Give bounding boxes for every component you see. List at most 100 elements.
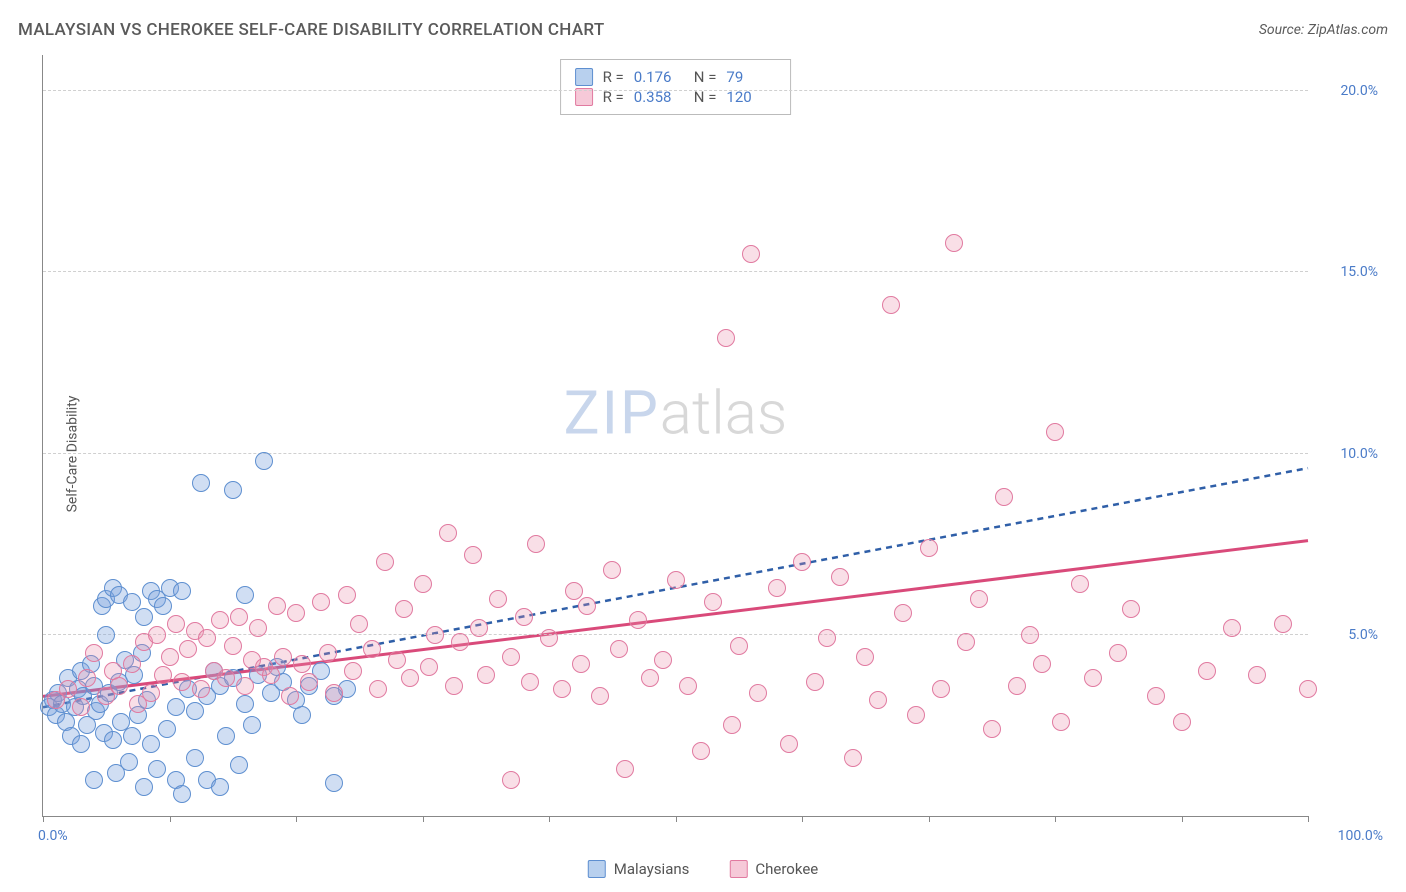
data-point-cherokee <box>1223 619 1241 637</box>
data-point-cherokee <box>629 611 647 629</box>
bottom-legend: Malaysians Cherokee <box>588 860 818 878</box>
data-point-cherokee <box>553 680 571 698</box>
y-tick-label: 15.0% <box>1340 264 1378 280</box>
data-point-cherokee <box>148 626 166 644</box>
gridline <box>43 90 1308 91</box>
data-point-cherokee <box>749 684 767 702</box>
data-point-cherokee <box>502 771 520 789</box>
y-tick-label: 20.0% <box>1340 83 1378 99</box>
data-point-cherokee <box>85 644 103 662</box>
data-point-cherokee <box>451 633 469 651</box>
swatch-icon <box>588 860 606 878</box>
data-point-cherokee <box>59 680 77 698</box>
data-point-cherokee <box>211 611 229 629</box>
data-point-malaysians <box>186 749 204 767</box>
data-point-cherokee <box>179 640 197 658</box>
watermark-zip: ZIP <box>564 377 660 448</box>
data-point-malaysians <box>167 698 185 716</box>
data-point-malaysians <box>72 735 90 753</box>
data-point-cherokee <box>217 669 235 687</box>
data-point-cherokee <box>401 669 419 687</box>
data-point-cherokee <box>818 629 836 647</box>
data-point-cherokee <box>376 553 394 571</box>
data-point-malaysians <box>123 727 141 745</box>
data-point-cherokee <box>173 673 191 691</box>
chart-container: Self-Care Disability ZIPatlas R = 0.176 … <box>42 55 1388 852</box>
data-point-malaysians <box>120 753 138 771</box>
data-point-cherokee <box>395 600 413 618</box>
data-point-cherokee <box>268 597 286 615</box>
data-point-cherokee <box>844 749 862 767</box>
data-point-cherokee <box>319 644 337 662</box>
data-point-malaysians <box>173 582 191 600</box>
data-point-malaysians <box>217 727 235 745</box>
data-point-cherokee <box>610 640 628 658</box>
data-point-cherokee <box>1198 662 1216 680</box>
data-point-cherokee <box>192 680 210 698</box>
data-point-cherokee <box>780 735 798 753</box>
watermark-atlas: atlas <box>660 377 788 448</box>
data-point-cherokee <box>882 296 900 314</box>
data-point-cherokee <box>470 619 488 637</box>
data-point-cherokee <box>1071 575 1089 593</box>
data-point-cherokee <box>793 553 811 571</box>
data-point-cherokee <box>249 619 267 637</box>
data-point-cherokee <box>78 669 96 687</box>
data-point-cherokee <box>198 629 216 647</box>
chart-title: MALAYSIAN VS CHEROKEE SELF-CARE DISABILI… <box>18 20 604 40</box>
data-point-cherokee <box>388 651 406 669</box>
data-point-cherokee <box>1008 677 1026 695</box>
data-point-cherokee <box>723 716 741 734</box>
data-point-cherokee <box>1052 713 1070 731</box>
data-point-cherokee <box>1084 669 1102 687</box>
data-point-malaysians <box>325 774 343 792</box>
data-point-cherokee <box>1021 626 1039 644</box>
data-point-cherokee <box>768 579 786 597</box>
data-point-cherokee <box>110 677 128 695</box>
stat-value: 0.176 <box>634 68 684 86</box>
legend-item-cherokee: Cherokee <box>729 860 818 878</box>
y-tick-label: 10.0% <box>1340 446 1378 462</box>
data-point-cherokee <box>704 593 722 611</box>
data-point-malaysians <box>135 608 153 626</box>
legend-label: Malaysians <box>614 860 690 878</box>
data-point-malaysians <box>255 452 273 470</box>
data-point-cherokee <box>806 673 824 691</box>
data-point-cherokee <box>945 234 963 252</box>
data-point-cherokee <box>293 655 311 673</box>
data-point-malaysians <box>293 706 311 724</box>
data-point-cherokee <box>262 666 280 684</box>
data-point-cherokee <box>1147 687 1165 705</box>
x-max-label: 100.0% <box>1338 828 1383 844</box>
data-point-cherokee <box>515 608 533 626</box>
data-point-cherokee <box>717 329 735 347</box>
data-point-cherokee <box>287 604 305 622</box>
data-point-cherokee <box>603 561 621 579</box>
data-point-cherokee <box>831 568 849 586</box>
data-point-cherokee <box>1046 423 1064 441</box>
data-point-malaysians <box>97 626 115 644</box>
x-tick <box>1055 816 1056 822</box>
data-point-malaysians <box>158 720 176 738</box>
data-point-cherokee <box>502 648 520 666</box>
data-point-cherokee <box>572 655 590 673</box>
x-tick <box>802 816 803 822</box>
data-point-cherokee <box>521 673 539 691</box>
data-point-malaysians <box>236 586 254 604</box>
data-point-cherokee <box>692 742 710 760</box>
data-point-cherokee <box>161 648 179 666</box>
x-tick <box>1308 816 1309 822</box>
data-point-cherokee <box>995 488 1013 506</box>
data-point-cherokee <box>439 524 457 542</box>
x-tick <box>423 816 424 822</box>
source-label: Source: ZipAtlas.com <box>1259 22 1388 38</box>
data-point-malaysians <box>236 695 254 713</box>
data-point-cherokee <box>679 677 697 695</box>
data-point-cherokee <box>540 629 558 647</box>
data-point-cherokee <box>426 626 444 644</box>
data-point-malaysians <box>230 756 248 774</box>
stat-label: N = <box>694 68 717 86</box>
data-point-cherokee <box>591 687 609 705</box>
trend-lines <box>43 55 1308 816</box>
data-point-cherokee <box>224 637 242 655</box>
